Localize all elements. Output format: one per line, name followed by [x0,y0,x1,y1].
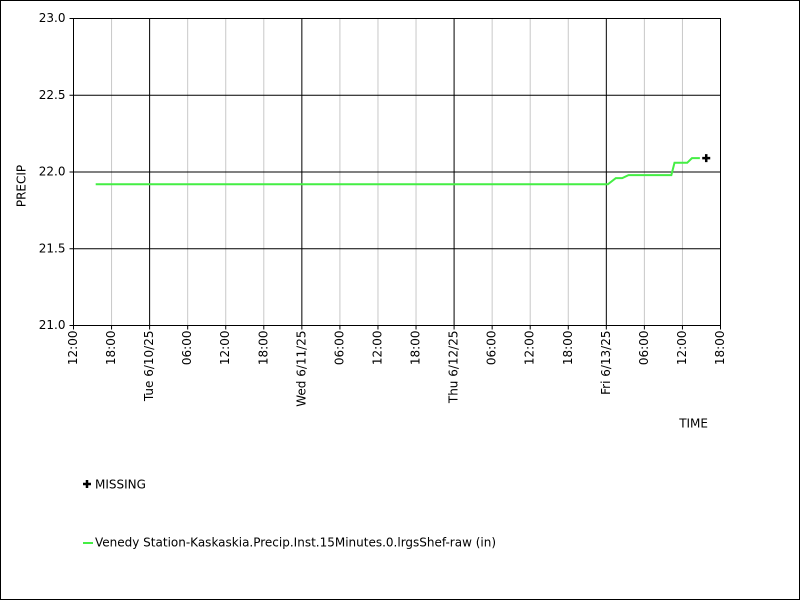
x-tick-label: Thu 6/12/25 [447,331,461,405]
y-tick-label: 21.5 [39,241,66,255]
x-tick-label: 06:00 [332,331,346,366]
legend-label: MISSING [95,478,146,492]
x-tick-label: Wed 6/11/25 [294,331,308,407]
y-tick-label: 22.5 [39,88,66,102]
missing-marker [702,154,711,163]
x-tick-label: 12:00 [370,331,384,366]
x-tick-label: 12:00 [523,331,537,366]
x-tick-label: 06:00 [180,331,194,366]
x-tick-label: Fri 6/13/25 [599,331,613,395]
x-tick-label: 18:00 [561,331,575,366]
x-tick-label: 12:00 [66,331,80,366]
y-tick-label: 21.0 [39,318,66,332]
x-tick-label: 18:00 [409,331,423,366]
marks [95,157,700,186]
x-tick-label: 18:00 [713,331,727,366]
x-tick-label: 18:00 [104,331,118,366]
legend-label: Venedy Station-Kaskaskia.Precip.Inst.15M… [95,536,496,550]
x-tick-label: 06:00 [485,331,499,366]
data-line [95,157,700,186]
x-tick-label: 18:00 [256,331,270,366]
x-tick-label: Tue 6/10/25 [142,331,156,403]
y-axis-label: PRECIP [15,165,29,207]
x-tick-label: 06:00 [637,331,651,366]
x-tick-label: 12:00 [675,331,689,366]
legend-swatch [83,480,91,488]
x-axis-label: TIME [678,417,708,431]
x-tick-label: 12:00 [218,331,232,366]
y-tick-label: 23.0 [39,11,66,25]
y-tick-label: 22.0 [39,165,66,179]
